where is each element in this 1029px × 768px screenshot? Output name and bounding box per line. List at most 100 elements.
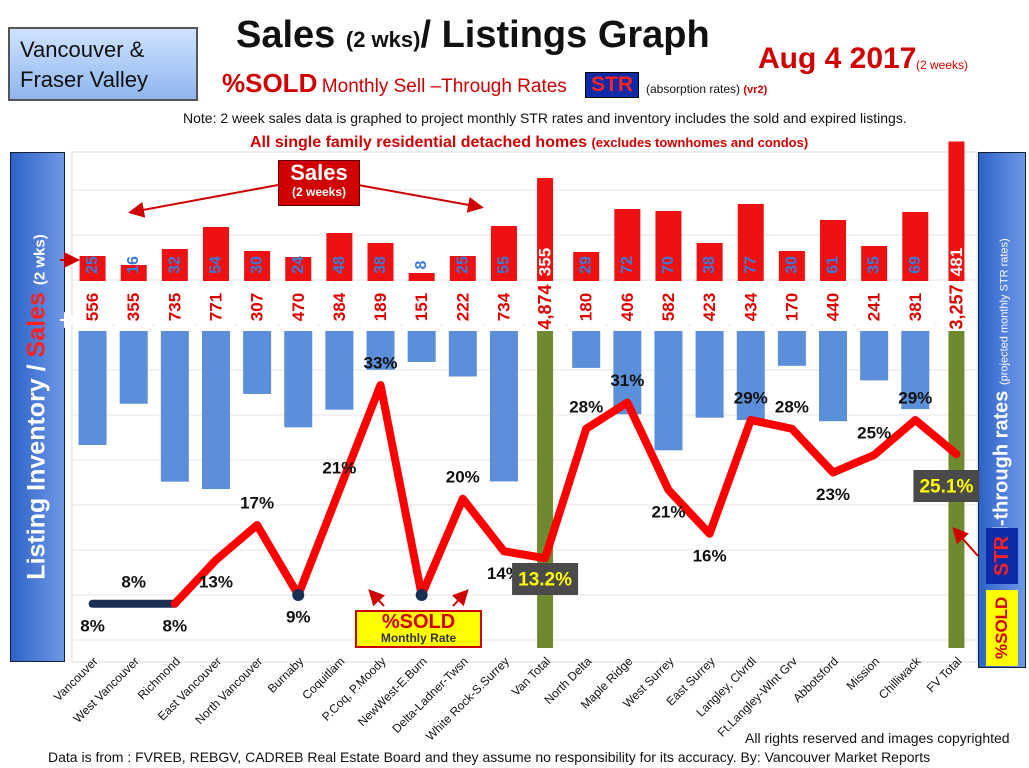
sales-value-label: 77 [742,256,759,274]
inventory-value-label: 434 [741,292,760,321]
inventory-bar [160,331,189,482]
inventory-value-label: 355 [124,293,143,321]
inventory-bar [489,331,518,482]
sales-bar [902,212,929,281]
inventory-label-box [196,283,235,331]
x-tick-label: Ft.Langley-Wlnt Grv [715,654,800,739]
monthly-tag-line1: %SOLD [381,611,456,633]
sales-value-label: 32 [166,256,183,274]
sales-value-label: 25 [454,256,471,274]
sales-bar [820,220,847,281]
sales-value-label: 29 [578,256,595,274]
inventory-label-box [443,283,482,331]
sales-value-label: 30 [249,256,266,274]
sales-tag-line1: Sales [290,160,348,185]
sold-percent-label: 8% [80,616,105,635]
sales-bar [367,243,394,281]
inventory-value-label: 4,874 [535,284,555,329]
inventory-label-box [361,283,400,331]
inventory-bar [366,331,395,370]
sold-percent-label: 9% [286,608,311,627]
inventory-label-box [649,283,688,331]
sales-tag-line2: (2 weeks) [291,185,347,199]
inventory-bar [819,331,848,422]
sold-percent-label: 21% [322,459,356,478]
sales-value-label: 54 [207,256,224,274]
inventory-value-label: 735 [165,293,184,321]
inventory-label-box [526,283,565,331]
sales-value-label: 70 [660,256,677,274]
sold-percent-label: 20% [446,467,480,486]
inventory-label-box [567,283,606,331]
inventory-bar [777,331,806,366]
inventory-value-label: 189 [371,293,390,321]
inventory-value-label: 180 [577,293,596,321]
sales-bar [408,273,435,281]
monthly-arrow-left [368,589,386,607]
sold-percent-label: 25% [857,424,891,443]
inventory-label-box [320,283,359,331]
sales-bar [573,252,600,281]
inventory-value-label: 423 [700,293,719,321]
inventory-label-box [608,283,647,331]
inventory-bar [78,331,107,445]
sales-value-label: 61 [825,256,842,274]
sales-value-label: 38 [372,256,389,274]
inventory-value-label: 556 [83,293,102,321]
inventory-label-box [238,283,277,331]
inventory-value-label: 470 [289,293,308,321]
sold-percent-label: 23% [816,485,850,504]
sales-value-label: 55 [495,256,512,274]
inventory-label-box [731,283,770,331]
sales-bar [202,227,229,281]
inventory-label-box [855,283,894,331]
sales-value-label: 48 [331,256,348,274]
sold-percent-label: 28% [775,397,809,416]
sales-bar [490,226,517,281]
total-sold-label: 13.2% [518,570,572,591]
total-bar [537,331,554,648]
sales-bar [655,211,682,281]
sold-percent-label: 29% [898,389,932,408]
sales-value-label: 355 [536,248,555,276]
inventory-label-box [279,283,318,331]
source-note: Data is from : FVREB, REBGV, CADREB Real… [48,749,931,765]
sales-bar [449,256,476,281]
sales-bar [285,257,312,281]
sales-bar [326,233,353,281]
region-box: Vancouver & Fraser Valley [8,27,198,101]
sold-subtitle: %SOLD Monthly Sell –Through Rates [222,68,567,99]
inventory-bar [119,331,148,404]
sales-bar [537,178,554,281]
inventory-value-label: 3,257 [946,284,966,329]
region-line-2: Fraser Valley [20,67,148,92]
inventory-bar [860,331,889,381]
inventory-label-box [772,283,811,331]
inventory-value-label: 170 [782,293,801,321]
inventory-label-box [402,283,441,331]
absorption-label: (absorption rates) [646,82,741,96]
sales-tag: Sales (2 weeks) [278,160,360,206]
x-tick-label: Delta-Ladner-Twsn [389,654,471,736]
sold-percent-label: 13% [199,573,233,592]
arrows [60,184,979,607]
inventory-value-label: 222 [453,293,472,321]
x-tick-label: White Rock-S.Surrey [423,654,512,743]
str-badge: STR [585,72,639,98]
inventory-label-box [814,283,853,331]
sales-value-label: 38 [701,256,718,274]
total-sold-label: 25.1% [919,477,973,498]
sales-bar [244,251,271,281]
inventory-label-box [690,283,729,331]
sold-percent-label: 16% [693,546,727,565]
inventory-bar [736,331,765,420]
inventory-label-box [937,283,976,331]
inventory-label-box [484,283,523,331]
inventory-bar [695,331,724,418]
inventory-bar [201,331,230,490]
sold-low-point [292,589,305,601]
total-sold-box [913,470,980,502]
sales-value-label: 24 [290,256,307,274]
inventory-bar [448,331,477,377]
